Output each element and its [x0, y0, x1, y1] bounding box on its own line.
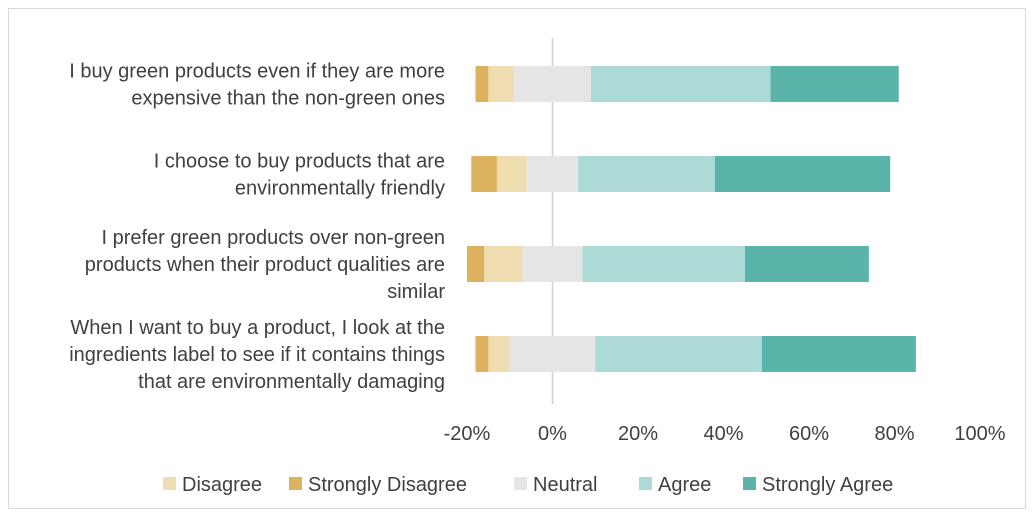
bar-neutral-1	[514, 66, 591, 102]
bar-disagree-4	[488, 336, 510, 372]
legend-swatch-strongly-disagree	[289, 477, 302, 490]
legend-label-neutral: Neutral	[533, 474, 597, 496]
legend-label-strongly-disagree: Strongly Disagree	[308, 474, 467, 496]
bar-strongly-disagree-4	[475, 336, 489, 372]
x-tick-label: 20%	[618, 423, 658, 445]
legend-swatch-agree	[639, 477, 652, 490]
bar-strongly-agree-4	[761, 336, 916, 372]
bar-agree-3	[582, 246, 745, 282]
x-tick-label: -20%	[444, 423, 491, 445]
bar-strongly-disagree-2	[471, 156, 497, 192]
bar-neutral-2	[526, 156, 579, 192]
legend-label-agree: Agree	[658, 474, 711, 496]
bar-strongly-agree-2	[714, 156, 891, 192]
legend-label-strongly-agree: Strongly Agree	[762, 474, 893, 496]
bar-agree-1	[590, 66, 771, 102]
bar-agree-4	[595, 336, 762, 372]
category-label-2: I choose to buy products that are environ…	[154, 151, 445, 200]
bar-disagree-2	[496, 156, 527, 192]
legend-swatch-neutral	[514, 477, 527, 490]
bar-agree-2	[578, 156, 715, 192]
bar-neutral-4	[509, 336, 596, 372]
x-tick-label: 100%	[954, 423, 1005, 445]
category-label-4: When I want to buy a product, I look at …	[69, 317, 445, 393]
legend-swatch-disagree	[163, 477, 176, 490]
bar-strongly-agree-1	[770, 66, 899, 102]
bar-strongly-disagree-3	[467, 246, 485, 282]
category-label-3: I prefer green products over non-green pr…	[85, 227, 446, 303]
x-tick-label: 60%	[789, 423, 829, 445]
bar-disagree-1	[488, 66, 515, 102]
bar-neutral-3	[522, 246, 583, 282]
bar-strongly-disagree-1	[475, 66, 489, 102]
bar-strongly-agree-3	[744, 246, 869, 282]
bar-disagree-3	[484, 246, 523, 282]
legend-label-disagree: Disagree	[182, 474, 262, 496]
x-tick-label: 40%	[703, 423, 743, 445]
x-tick-label: 0%	[538, 423, 567, 445]
chart-frame	[8, 8, 1026, 509]
category-label-1: I buy green products even if they are mo…	[69, 61, 445, 110]
x-tick-label: 80%	[874, 423, 914, 445]
legend-swatch-strongly-agree	[743, 477, 756, 490]
